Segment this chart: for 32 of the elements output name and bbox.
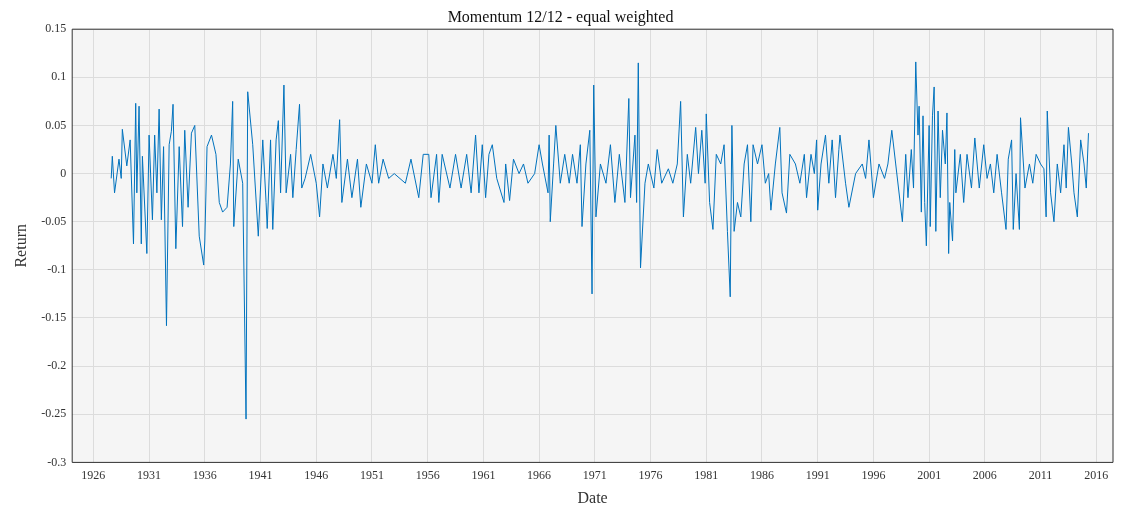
x-tick-label: 1986 bbox=[749, 467, 774, 482]
x-tick-label: 1931 bbox=[137, 467, 162, 482]
y-tick-label: -0.1 bbox=[47, 262, 67, 277]
x-tick-label: 1941 bbox=[248, 467, 273, 482]
x-tick-label: 1996 bbox=[861, 467, 886, 482]
x-axis-title: Date bbox=[577, 488, 608, 506]
x-tick-label: 2001 bbox=[917, 467, 942, 482]
x-tick-label: 2016 bbox=[1084, 467, 1109, 482]
x-tick-label: 1966 bbox=[527, 467, 552, 482]
x-tick-label: 1981 bbox=[694, 467, 719, 482]
x-tick-label: 1971 bbox=[582, 467, 607, 482]
x-tick-label: 1976 bbox=[638, 467, 663, 482]
y-tick-label: -0.2 bbox=[47, 358, 67, 373]
y-tick-label: -0.3 bbox=[47, 454, 67, 469]
y-tick-label: -0.25 bbox=[41, 406, 67, 421]
y-tick-label: 0 bbox=[60, 165, 67, 180]
y-tick-label: 0.05 bbox=[45, 117, 67, 132]
x-tick-label: 1991 bbox=[805, 467, 830, 482]
x-tick-label: 1961 bbox=[471, 467, 496, 482]
y-tick-label: 0.15 bbox=[45, 21, 67, 36]
y-tick-label: 0.1 bbox=[51, 69, 67, 84]
y-tick-label: -0.05 bbox=[41, 213, 67, 228]
x-tick-label: 1936 bbox=[192, 467, 217, 482]
x-tick-label: 1951 bbox=[359, 467, 384, 482]
y-axis-title: Return bbox=[11, 224, 29, 268]
x-tick-label: 1926 bbox=[81, 467, 106, 482]
chart-title: Momentum 12/12 - equal weighted bbox=[447, 7, 674, 26]
x-tick-label: 1956 bbox=[415, 467, 440, 482]
x-tick-label: 1946 bbox=[304, 467, 329, 482]
y-tick-label: -0.15 bbox=[41, 310, 67, 325]
x-tick-label: 2011 bbox=[1028, 467, 1053, 482]
x-tick-label: 2006 bbox=[972, 467, 997, 482]
